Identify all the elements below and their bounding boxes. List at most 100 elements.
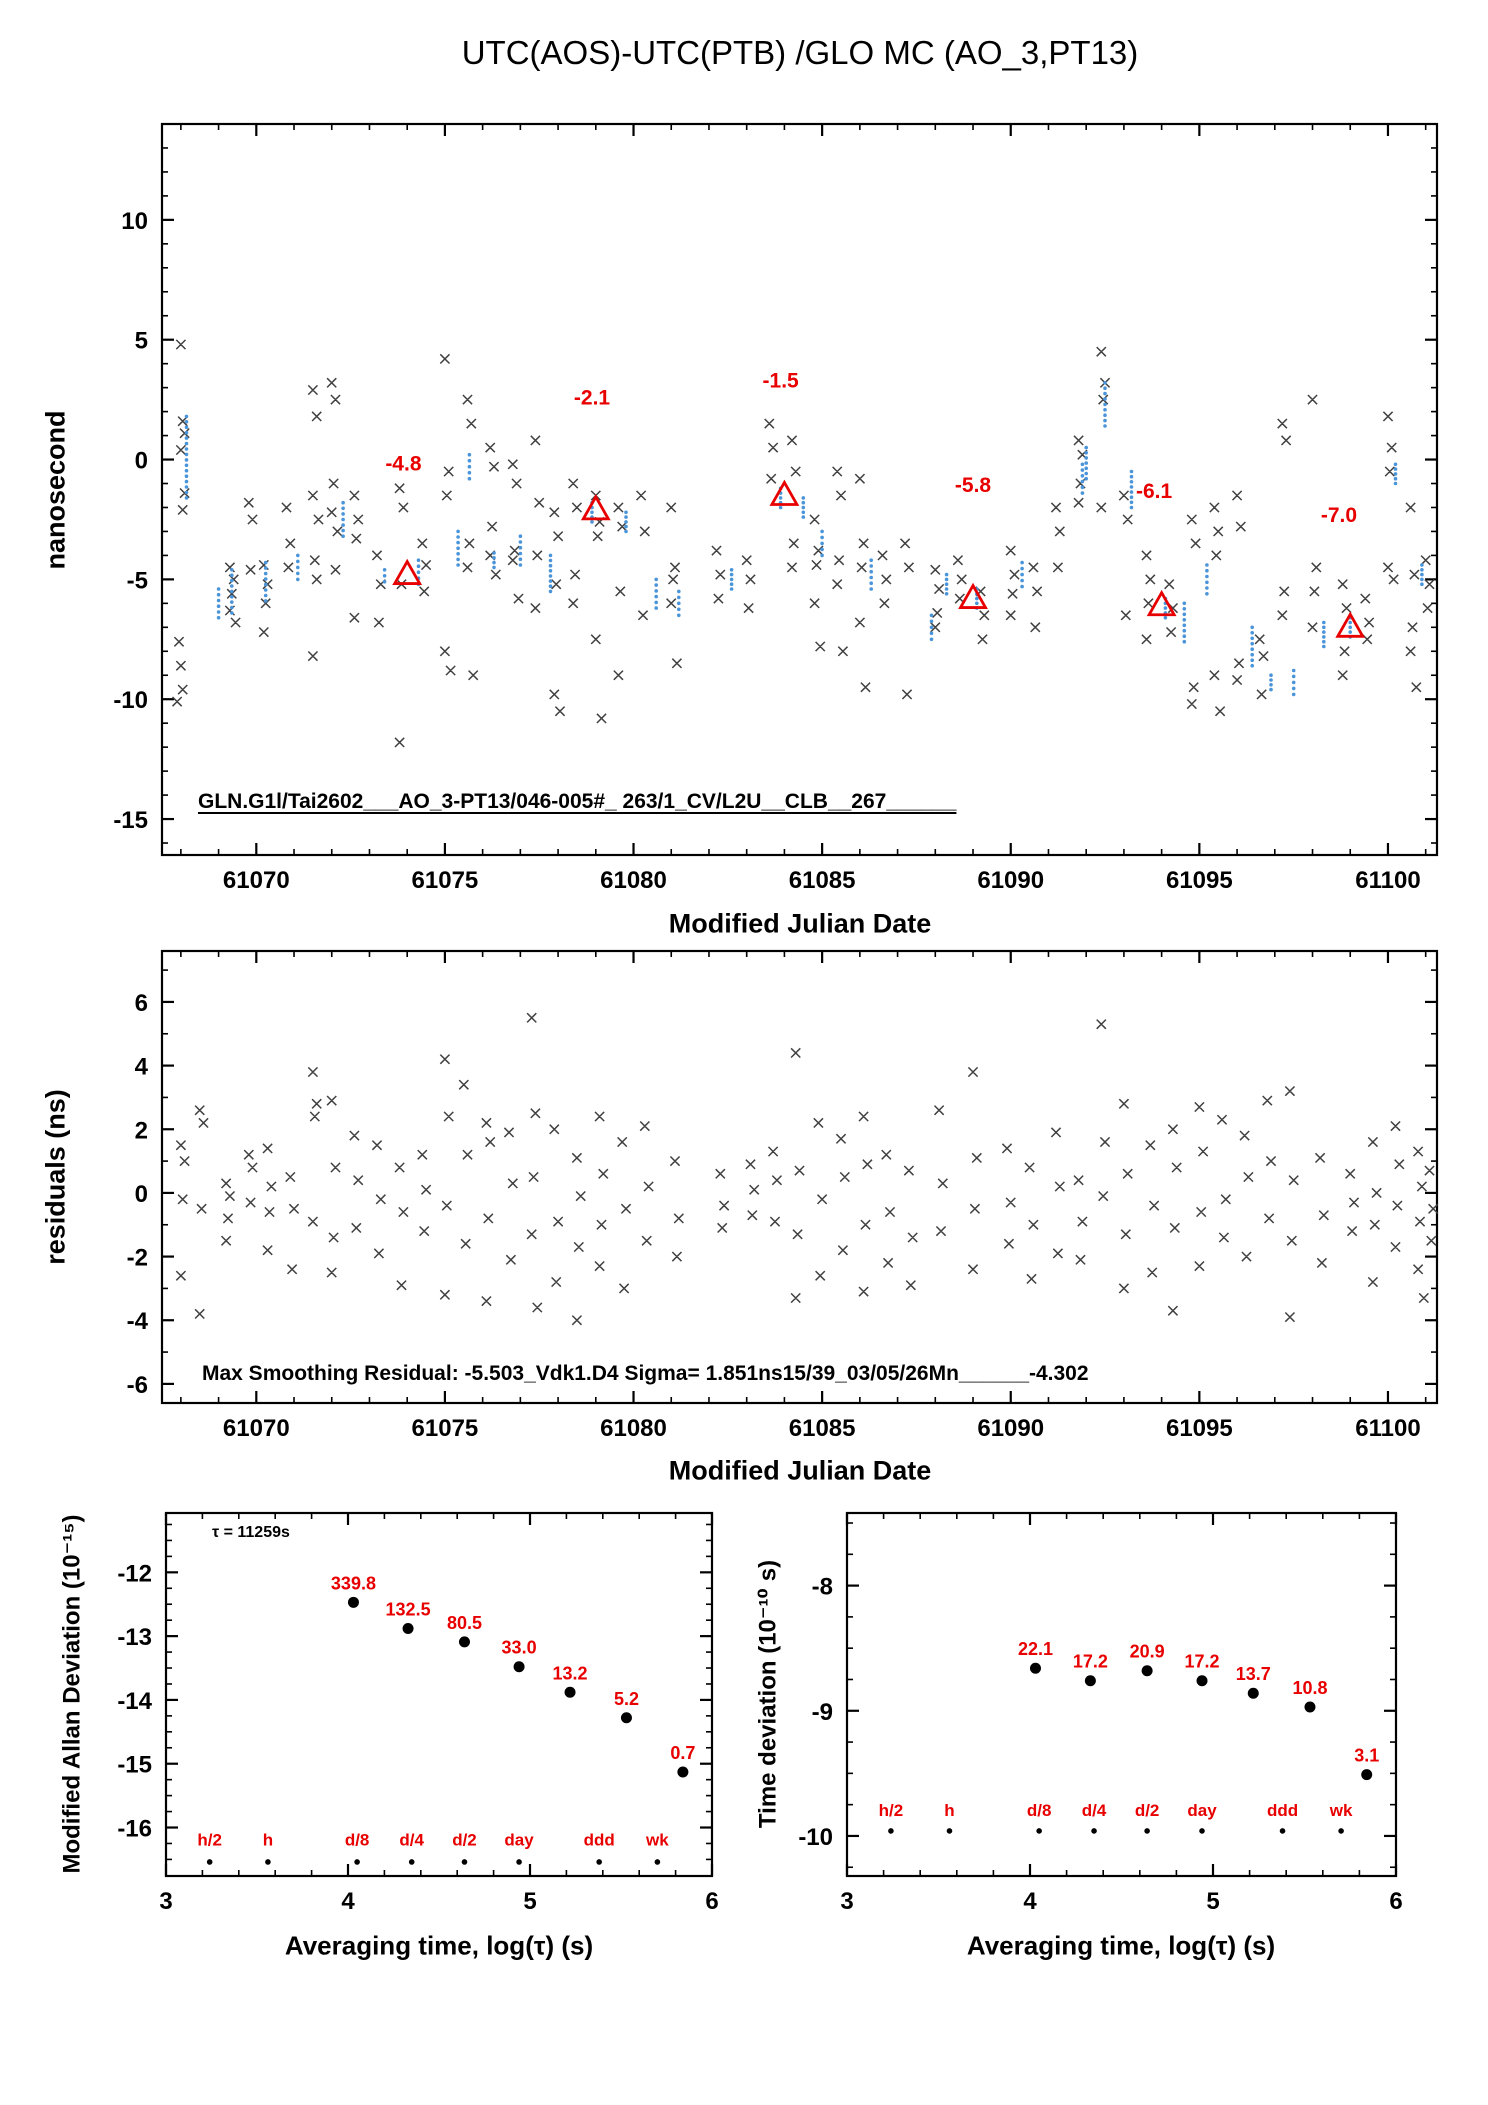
data-point	[1029, 1662, 1041, 1674]
tick-or-value-label: wk	[1329, 1801, 1353, 1820]
tick-or-value-label: 339.8	[331, 1573, 376, 1593]
tick-or-value-label: -2	[127, 1245, 148, 1272]
tick-or-value-label: 61090	[977, 867, 1044, 894]
tick-or-value-label: 5	[523, 1888, 536, 1915]
mdev-chart-xlabel: Averaging time, log(τ) (s)	[284, 1930, 594, 1961]
deviation-points: 22.1 17.2 20.9 17.2 13.7 10.8 3.1 h/2 h d/8 d/4 d/2…	[879, 1639, 1379, 1834]
top-chart-ylabel: nanosecond	[40, 410, 71, 570]
tick-or-value-label: 61080	[600, 1415, 667, 1442]
bottom-marker-dot	[1091, 1828, 1097, 1834]
tick-or-value-label: day	[504, 1830, 534, 1849]
residual-cross-markers	[175, 1012, 1439, 1326]
tick-or-value-label: 10	[121, 208, 148, 235]
tau-annotation: τ = 11259s	[212, 1524, 290, 1541]
triangle-marker	[769, 479, 800, 506]
data-point	[620, 1712, 632, 1724]
tick-or-value-label: -10	[113, 687, 148, 714]
tick-or-value-label: 80.5	[447, 1613, 482, 1633]
tick-or-value-label: 61095	[1166, 867, 1233, 894]
tick-or-value-label: 13.7	[1236, 1664, 1271, 1684]
bottom-marker-dot	[1338, 1828, 1344, 1834]
data-point	[1247, 1687, 1259, 1699]
tick-or-value-label: -12	[117, 1560, 152, 1587]
tick-or-value-label: 61085	[789, 867, 856, 894]
tick-or-value-label: -5	[127, 567, 148, 594]
data-point	[513, 1661, 525, 1673]
bottom-marker-dot	[354, 1859, 360, 1865]
deviation-points: 339.8 132.5 80.5 33.0 13.2 5.2 0.7 h/2 h d/8 d/4 d/…	[197, 1573, 695, 1865]
tick-or-value-label: 4	[341, 1888, 355, 1915]
tick-or-value-label: -8	[812, 1574, 833, 1601]
tick-or-value-label: h/2	[879, 1801, 904, 1820]
chart-0: 61070 61075 61080 61085 61090 61095 61100 -15 -1…	[113, 122, 1439, 894]
tick-or-value-label: d/2	[452, 1830, 477, 1849]
tick-or-value-label: 10.8	[1292, 1678, 1327, 1698]
mdev-chart-ylabel: Modified Allan Deviation (10⁻¹⁵)	[58, 1514, 86, 1874]
page-title: UTC(AOS)-UTC(PTB) /GLO MC (AO_3,PT13)	[461, 34, 1139, 71]
tick-or-value-label: -6	[127, 1372, 148, 1399]
cross-markers	[171, 339, 1435, 748]
red-triangles: -4.8 -2.1 -1.5 -5.8 -6.1 -7.0	[385, 370, 1366, 638]
tick-or-value-label: -10	[798, 1824, 833, 1851]
blue-dot-streaks	[184, 381, 1424, 697]
tick-or-value-label: -14	[117, 1688, 152, 1715]
tick-or-value-label: -15	[113, 807, 148, 834]
bottom-marker-dot	[596, 1859, 602, 1865]
tick-or-value-label: 61075	[412, 867, 479, 894]
bottom-marker-dot	[946, 1828, 953, 1834]
tick-or-value-label: 17.2	[1184, 1652, 1219, 1672]
tick-or-value-label: -1.5	[763, 370, 800, 393]
tick-or-value-label: wk	[645, 1830, 669, 1849]
tick-or-value-label: 6	[1389, 1888, 1402, 1915]
tick-or-value-label: 61095	[1166, 1415, 1233, 1442]
data-point	[1196, 1675, 1208, 1687]
chart-1: 61070 61075 61080 61085 61090 61095 61100 -6 -4 -…	[127, 949, 1439, 1442]
bottom-marker-dot	[461, 1859, 468, 1865]
data-point	[458, 1636, 470, 1648]
residual-chart-annotation: Max Smoothing Residual: -5.503_Vdk1.D4 S…	[202, 1362, 1089, 1385]
triangle-marker	[1146, 589, 1177, 617]
tick-or-value-label: -9	[812, 1699, 833, 1726]
chart-1-frame	[160, 949, 1439, 1405]
tick-or-value-label: h	[944, 1801, 954, 1820]
tick-or-value-label: -4	[127, 1308, 149, 1335]
tick-or-value-label: d/2	[1135, 1801, 1160, 1820]
tick-or-value-label: d/8	[345, 1830, 370, 1849]
tick-or-value-label: -4.8	[385, 452, 422, 475]
bottom-marker-dot	[408, 1859, 415, 1865]
tick-or-value-label: 20.9	[1130, 1642, 1165, 1662]
data-point	[1304, 1701, 1316, 1713]
bottom-marker-dot	[1279, 1828, 1286, 1834]
tick-or-value-label: 4	[135, 1054, 149, 1081]
tick-or-value-label: 0	[135, 1181, 148, 1208]
tick-or-value-label: 4	[1023, 1888, 1037, 1915]
tick-or-value-label: 61100	[1355, 1415, 1420, 1442]
tick-or-value-label: -16	[117, 1816, 152, 1843]
tick-or-value-label: 61070	[223, 1415, 290, 1442]
tick-or-value-label: -7.0	[1321, 504, 1357, 527]
data-point	[1084, 1675, 1096, 1687]
chart-2: 3 4 5 6 -16 -15 -14 -13 -12 339.8 132.5 80.5 33.0 13.…	[117, 1511, 719, 1915]
tick-or-value-label: 5	[135, 328, 148, 355]
data-point	[402, 1622, 414, 1634]
chart-3: 3 4 5 6 -10 -9 -8 22.1 17.2 20.9 17.2 13.7 10.8 3.1 h/…	[798, 1511, 1403, 1915]
tick-or-value-label: 22.1	[1018, 1639, 1053, 1659]
tick-or-value-label: 0.7	[670, 1743, 695, 1763]
tdev-chart-ylabel: Time deviation (10⁻¹⁰ s)	[754, 1559, 782, 1829]
residual-chart-xlabel: Modified Julian Date	[668, 1455, 932, 1486]
tick-or-value-label: 61070	[223, 867, 290, 894]
tick-or-value-label: 61100	[1355, 867, 1420, 894]
tick-or-value-label: 5	[1206, 1888, 1219, 1915]
data-point	[1361, 1769, 1373, 1781]
tick-or-value-label: 0	[135, 448, 148, 475]
tdev-chart-xlabel: Averaging time, log(τ) (s)	[966, 1930, 1276, 1961]
tick-or-value-label: 33.0	[502, 1638, 537, 1658]
tick-or-value-label: 17.2	[1073, 1652, 1108, 1672]
tick-or-value-label: -13	[117, 1624, 152, 1651]
tick-or-value-label: 61090	[977, 1415, 1044, 1442]
data-point	[564, 1686, 576, 1698]
chart-3-frame	[845, 1511, 1398, 1878]
tick-or-value-label: 6	[135, 990, 148, 1017]
chart-2-frame	[164, 1511, 714, 1878]
